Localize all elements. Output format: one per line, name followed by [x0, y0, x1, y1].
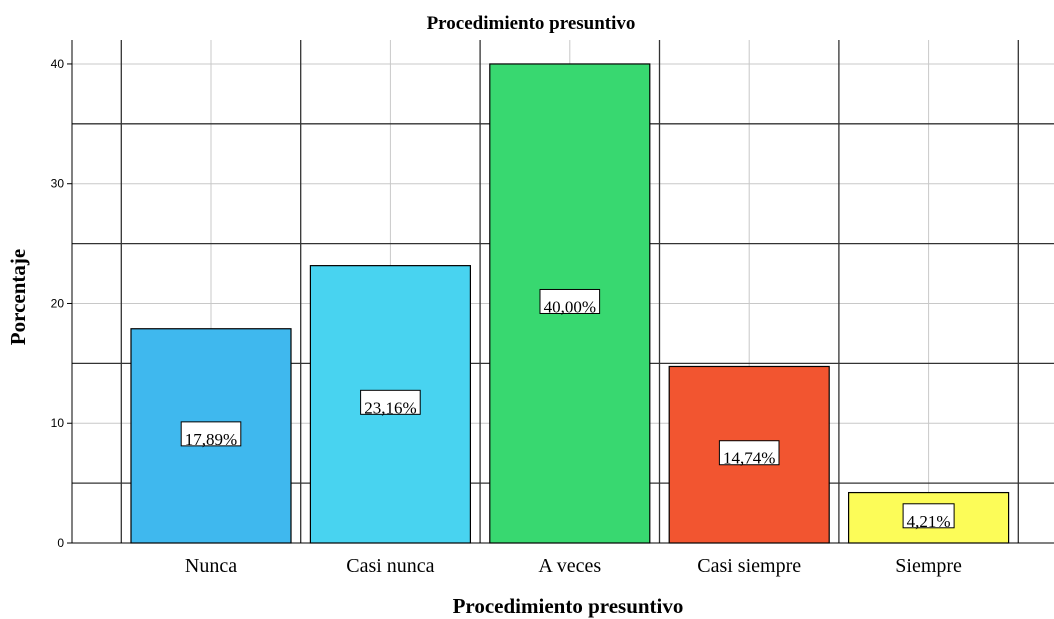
data-label-box: [718, 440, 780, 466]
bars: [130, 63, 1010, 544]
y-tick-label: 30: [51, 177, 65, 191]
data-label: 17,89%: [185, 430, 237, 449]
x-tick-labels: Nunca Casi nunca A veces Casi siempre Siempr…: [185, 555, 962, 577]
data-label-box: [902, 503, 955, 529]
y-tick-label: 20: [51, 296, 65, 310]
data-label: 40,00%: [544, 297, 596, 316]
data-label-box: [180, 421, 242, 447]
x-tick-label: Siempre: [895, 555, 962, 577]
x-tick-label: Casi nunca: [346, 555, 434, 577]
x-tick-label: A veces: [538, 555, 601, 577]
y-tick-label: 40: [51, 57, 65, 71]
y-axis-label: Porcentaje: [6, 249, 30, 345]
data-label: 23,16%: [364, 398, 416, 417]
data-label-box: [360, 389, 421, 415]
x-tick-label: Casi siempre: [697, 555, 801, 577]
y-tick-label: 0: [57, 536, 64, 550]
y-tick-labels: 0 10 20 30 40: [51, 57, 72, 550]
x-tick-label: Nunca: [185, 555, 237, 577]
chart-title: Procedimiento presuntivo: [427, 13, 636, 34]
data-labels: 17,89% 23,16% 40,00% 14,74% 4,21%: [180, 288, 955, 531]
y-tick-label: 10: [51, 416, 65, 430]
data-label: 4,21%: [907, 512, 951, 531]
data-label-box: [539, 288, 601, 314]
data-label: 14,74%: [723, 449, 775, 468]
x-axis-label: Procedimiento presuntivo: [453, 594, 684, 618]
